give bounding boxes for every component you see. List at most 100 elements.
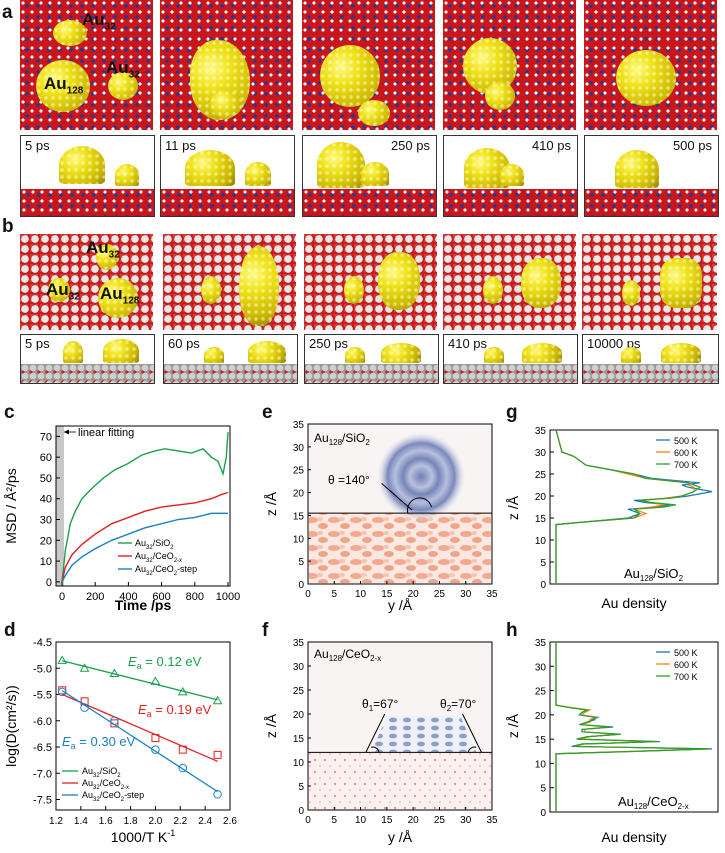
x-axis-label-c: Time /ps — [115, 597, 172, 612]
density-profile-line — [555, 642, 710, 812]
x-tick-label: 35 — [486, 815, 498, 826]
x-tick-label: 1000 — [216, 591, 240, 603]
cluster-label-au32-top: Au32 — [82, 10, 116, 33]
contact-angle-label: θ =140° — [328, 473, 370, 487]
data-point — [151, 734, 160, 743]
x-tick-label: 15 — [381, 815, 393, 826]
activation-energy-label: Ea = 0.12 eV — [128, 654, 202, 671]
plot-frame-h — [549, 641, 719, 813]
activation-energy-label: Ea = 0.30 eV — [62, 734, 136, 751]
y-axis-label-f: z /Å — [263, 713, 279, 738]
md-snapshot-b-2-top — [163, 234, 296, 330]
data-point — [178, 763, 188, 773]
x-tick-label: 20 — [408, 815, 420, 826]
panel-label-b: b — [2, 216, 14, 237]
time-label: 500 ps — [672, 138, 712, 153]
y-tick-label: 10 — [535, 536, 547, 547]
legend-label: 500 K — [674, 648, 698, 658]
x-axis-label-f: y /Å — [388, 829, 413, 845]
y-tick-label: 20 — [293, 489, 305, 500]
x-tick-label: 35 — [486, 589, 498, 600]
y-tick-label: 10 — [40, 556, 52, 568]
cluster-label-au32-top: Au32 — [86, 238, 120, 261]
x-tick-label: 1.6 — [99, 816, 113, 827]
plot-frame-c — [55, 425, 231, 587]
x-tick-label: 2.6 — [223, 816, 237, 827]
x-tick-label: 25 — [434, 815, 446, 826]
panel-h-system-label: Au128/CeO2-x — [618, 794, 689, 811]
y-tick-label: 35 — [535, 638, 547, 649]
legend-label: Au32/CeO2-step — [135, 564, 197, 577]
md-snapshot-b-1-top: Au32 Au32 Au128 — [20, 234, 153, 330]
chart-g-au-density: 0 5 10 15 20 25 30 35 500 K 600 K 700 K Au128/SiO… — [506, 426, 719, 611]
x-tick-label: 2.2 — [173, 816, 187, 827]
y-tick-label: 25 — [293, 466, 305, 477]
panel-label-c: c — [4, 402, 15, 423]
data-point — [177, 686, 188, 696]
chart-f-density-map: 0 5 10 15 20 25 30 35 0 5 10 15 20 25 30 35 Au128/CeO2… — [263, 638, 498, 845]
y-tick-label: 30 — [293, 443, 305, 454]
panel-e-title: Au128/SiO2 — [314, 431, 370, 447]
x-tick-label: 0 — [305, 815, 311, 826]
panel-label-a: a — [2, 2, 13, 23]
panel-label-h: h — [506, 620, 518, 641]
y-tick-label: 40 — [40, 494, 52, 506]
x-tick-label: 10 — [355, 589, 367, 600]
density-profile-line — [555, 429, 702, 584]
x-tick-label: 600 — [152, 591, 170, 603]
y-axis-label-g: z /Å — [506, 495, 521, 520]
panel-label-f: f — [262, 620, 269, 641]
linear-fitting-band — [56, 426, 64, 586]
data-point — [212, 695, 223, 705]
chart-d-arrhenius: -4.5 -5.0 -5.5 -6.0 -6.5 -7.0 -7.5 1.2 1.4 1.6 1.… — [3, 637, 237, 845]
y-tick-label: -5.5 — [33, 690, 52, 702]
y-tick-label: -7.5 — [33, 795, 52, 807]
panel-label-d: d — [4, 620, 16, 641]
y-tick-label: 10 — [293, 758, 305, 769]
time-label: 11 ps — [165, 138, 196, 153]
y-tick-label: 35 — [293, 420, 305, 431]
data-point — [213, 750, 222, 759]
y-tick-label: 35 — [293, 638, 305, 649]
data-point — [110, 719, 119, 728]
legend-label: Au32/CeO2-x — [135, 551, 182, 564]
data-point — [57, 687, 67, 697]
x-tick-label: 5 — [332, 589, 338, 600]
time-label: 60 ps — [168, 336, 200, 351]
x-tick-label: 20 — [408, 589, 420, 600]
x-tick-label: 5 — [332, 815, 338, 826]
x-axis-label-e: y /Å — [388, 597, 413, 613]
x-tick-label: 30 — [460, 815, 472, 826]
legend-label: 700 K — [674, 672, 698, 682]
data-point — [213, 789, 222, 799]
y-tick-label: 70 — [40, 431, 52, 443]
md-snapshot-b-5-side: 10000 ps — [582, 334, 719, 384]
panel-g-system-label: Au128/SiO2 — [624, 566, 684, 583]
time-label: 5 ps — [25, 336, 50, 351]
y-tick-label: 50 — [40, 473, 52, 485]
x-tick-label: 2.4 — [198, 816, 212, 827]
time-label: 250 ps — [390, 138, 430, 153]
panel-f-title: Au128/CeO2-x — [314, 647, 381, 663]
y-axis-label-h: z /Å — [506, 713, 521, 738]
data-point — [80, 703, 89, 712]
md-snapshot-a-4-top — [443, 0, 576, 130]
x-tick-label: 30 — [460, 589, 472, 600]
x-axis-label-h: Au density — [601, 829, 666, 845]
y-tick-label: 15 — [535, 735, 547, 746]
contact-angle-1-label: θ1=67° — [362, 697, 398, 713]
contact-angle-arc-2 — [467, 746, 477, 753]
x-tick-label: 10 — [355, 815, 367, 826]
y-tick-label: 10 — [293, 534, 305, 545]
md-snapshot-a-1-side: 5 ps — [20, 135, 155, 217]
x-tick-label: 1.4 — [74, 816, 88, 827]
y-tick-label: 60 — [40, 452, 52, 464]
panel-label-e: e — [262, 402, 273, 423]
legend-label: Au32/CeO2-step — [82, 790, 144, 803]
data-point — [151, 745, 160, 754]
y-tick-label: -5.0 — [33, 663, 52, 675]
y-tick-label: 0 — [298, 806, 304, 817]
y-tick-label: 5 — [298, 557, 304, 568]
x-tick-label: 800 — [186, 591, 204, 603]
legend-label: Au32/SiO2 — [82, 766, 121, 779]
